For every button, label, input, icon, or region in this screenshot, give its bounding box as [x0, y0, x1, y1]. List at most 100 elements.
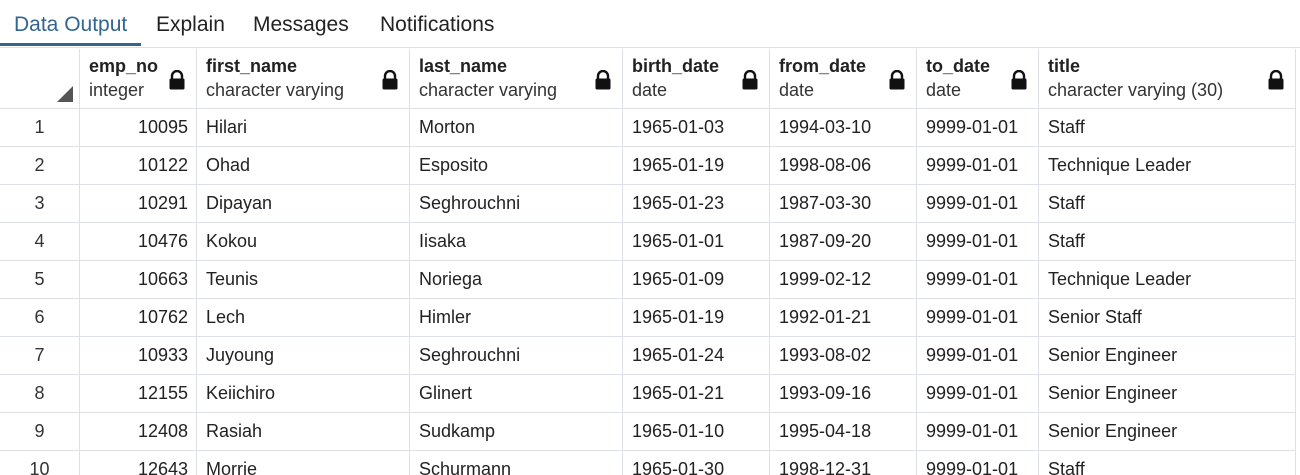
cell-first-name[interactable]: Keiichiro	[197, 375, 410, 413]
cell-to-date[interactable]: 9999-01-01	[917, 185, 1039, 223]
lock-icon	[169, 70, 185, 90]
cell-to-date[interactable]: 9999-01-01	[917, 261, 1039, 299]
cell-first-name[interactable]: Morrie	[197, 451, 410, 475]
cell-title[interactable]: Senior Engineer	[1039, 337, 1296, 375]
column-header-last-name[interactable]: last_name character varying	[410, 49, 623, 109]
cell-birth-date[interactable]: 1965-01-23	[623, 185, 770, 223]
row-number[interactable]: 1	[0, 109, 80, 147]
cell-first-name[interactable]: Dipayan	[197, 185, 410, 223]
cell-birth-date[interactable]: 1965-01-09	[623, 261, 770, 299]
cell-from-date[interactable]: 1993-08-02	[770, 337, 917, 375]
column-header-emp-no[interactable]: emp_no integer	[80, 49, 197, 109]
cell-emp-no[interactable]: 12408	[80, 413, 197, 451]
cell-emp-no[interactable]: 10122	[80, 147, 197, 185]
cell-emp-no[interactable]: 10095	[80, 109, 197, 147]
cell-first-name[interactable]: Kokou	[197, 223, 410, 261]
cell-to-date[interactable]: 9999-01-01	[917, 413, 1039, 451]
row-number[interactable]: 7	[0, 337, 80, 375]
cell-first-name[interactable]: Teunis	[197, 261, 410, 299]
column-name: to_date	[926, 56, 991, 76]
cell-last-name[interactable]: Glinert	[410, 375, 623, 413]
tab-data-output[interactable]: Data Output	[14, 13, 128, 36]
cell-to-date[interactable]: 9999-01-01	[917, 223, 1039, 261]
row-number[interactable]: 9	[0, 413, 80, 451]
cell-birth-date[interactable]: 1965-01-21	[623, 375, 770, 413]
cell-last-name[interactable]: Esposito	[410, 147, 623, 185]
cell-from-date[interactable]: 1998-12-31	[770, 451, 917, 475]
cell-first-name[interactable]: Hilari	[197, 109, 410, 147]
cell-emp-no[interactable]: 10762	[80, 299, 197, 337]
cell-first-name[interactable]: Ohad	[197, 147, 410, 185]
cell-from-date[interactable]: 1998-08-06	[770, 147, 917, 185]
cell-emp-no[interactable]: 10933	[80, 337, 197, 375]
cell-birth-date[interactable]: 1965-01-10	[623, 413, 770, 451]
cell-birth-date[interactable]: 1965-01-01	[623, 223, 770, 261]
row-number[interactable]: 3	[0, 185, 80, 223]
tab-notifications[interactable]: Notifications	[380, 13, 495, 36]
column-header-title[interactable]: title character varying (30)	[1039, 49, 1296, 109]
column-type: date	[632, 80, 668, 100]
cell-birth-date[interactable]: 1965-01-19	[623, 147, 770, 185]
cell-last-name[interactable]: Morton	[410, 109, 623, 147]
cell-to-date[interactable]: 9999-01-01	[917, 337, 1039, 375]
cell-title[interactable]: Staff	[1039, 185, 1296, 223]
cell-title[interactable]: Senior Engineer	[1039, 375, 1296, 413]
cell-last-name[interactable]: Sudkamp	[410, 413, 623, 451]
cell-emp-no[interactable]: 12643	[80, 451, 197, 475]
cell-title[interactable]: Technique Leader	[1039, 261, 1296, 299]
cell-title[interactable]: Staff	[1039, 109, 1296, 147]
table-row: 7 10933 Juyoung Seghrouchni 1965-01-24 1…	[0, 337, 1296, 375]
cell-last-name[interactable]: Seghrouchni	[410, 185, 623, 223]
cell-first-name[interactable]: Rasiah	[197, 413, 410, 451]
cell-title[interactable]: Staff	[1039, 223, 1296, 261]
cell-title[interactable]: Technique Leader	[1039, 147, 1296, 185]
column-header-first-name[interactable]: first_name character varying	[197, 49, 410, 109]
cell-to-date[interactable]: 9999-01-01	[917, 109, 1039, 147]
column-type: date	[779, 80, 815, 100]
cell-from-date[interactable]: 1987-09-20	[770, 223, 917, 261]
cell-to-date[interactable]: 9999-01-01	[917, 299, 1039, 337]
cell-last-name[interactable]: Iisaka	[410, 223, 623, 261]
cell-birth-date[interactable]: 1965-01-19	[623, 299, 770, 337]
select-all-corner[interactable]	[0, 49, 80, 109]
cell-last-name[interactable]: Himler	[410, 299, 623, 337]
row-number[interactable]: 5	[0, 261, 80, 299]
cell-from-date[interactable]: 1987-03-30	[770, 185, 917, 223]
cell-last-name[interactable]: Schurmann	[410, 451, 623, 475]
column-header-birth-date[interactable]: birth_date date	[623, 49, 770, 109]
cell-from-date[interactable]: 1995-04-18	[770, 413, 917, 451]
table-row: 3 10291 Dipayan Seghrouchni 1965-01-23 1…	[0, 185, 1296, 223]
cell-last-name[interactable]: Seghrouchni	[410, 337, 623, 375]
row-number[interactable]: 4	[0, 223, 80, 261]
cell-first-name[interactable]: Juyoung	[197, 337, 410, 375]
row-number[interactable]: 8	[0, 375, 80, 413]
cell-from-date[interactable]: 1993-09-16	[770, 375, 917, 413]
cell-to-date[interactable]: 9999-01-01	[917, 147, 1039, 185]
cell-title[interactable]: Senior Staff	[1039, 299, 1296, 337]
cell-emp-no[interactable]: 12155	[80, 375, 197, 413]
cell-emp-no[interactable]: 10476	[80, 223, 197, 261]
tab-explain[interactable]: Explain	[156, 13, 225, 36]
row-number[interactable]: 10	[0, 451, 80, 475]
row-number[interactable]: 2	[0, 147, 80, 185]
cell-emp-no[interactable]: 10291	[80, 185, 197, 223]
cell-emp-no[interactable]: 10663	[80, 261, 197, 299]
column-header-to-date[interactable]: to_date date	[917, 49, 1039, 109]
cell-from-date[interactable]: 1994-03-10	[770, 109, 917, 147]
data-output-grid: emp_no integer first_name character vary…	[0, 49, 1300, 475]
cell-birth-date[interactable]: 1965-01-24	[623, 337, 770, 375]
cell-title[interactable]: Senior Engineer	[1039, 413, 1296, 451]
cell-first-name[interactable]: Lech	[197, 299, 410, 337]
row-number[interactable]: 6	[0, 299, 80, 337]
cell-to-date[interactable]: 9999-01-01	[917, 451, 1039, 475]
cell-birth-date[interactable]: 1965-01-03	[623, 109, 770, 147]
tab-messages[interactable]: Messages	[253, 13, 349, 36]
cell-last-name[interactable]: Noriega	[410, 261, 623, 299]
column-header-from-date[interactable]: from_date date	[770, 49, 917, 109]
cell-to-date[interactable]: 9999-01-01	[917, 375, 1039, 413]
cell-from-date[interactable]: 1992-01-21	[770, 299, 917, 337]
lock-icon	[1268, 70, 1284, 90]
cell-birth-date[interactable]: 1965-01-30	[623, 451, 770, 475]
cell-title[interactable]: Staff	[1039, 451, 1296, 475]
cell-from-date[interactable]: 1999-02-12	[770, 261, 917, 299]
